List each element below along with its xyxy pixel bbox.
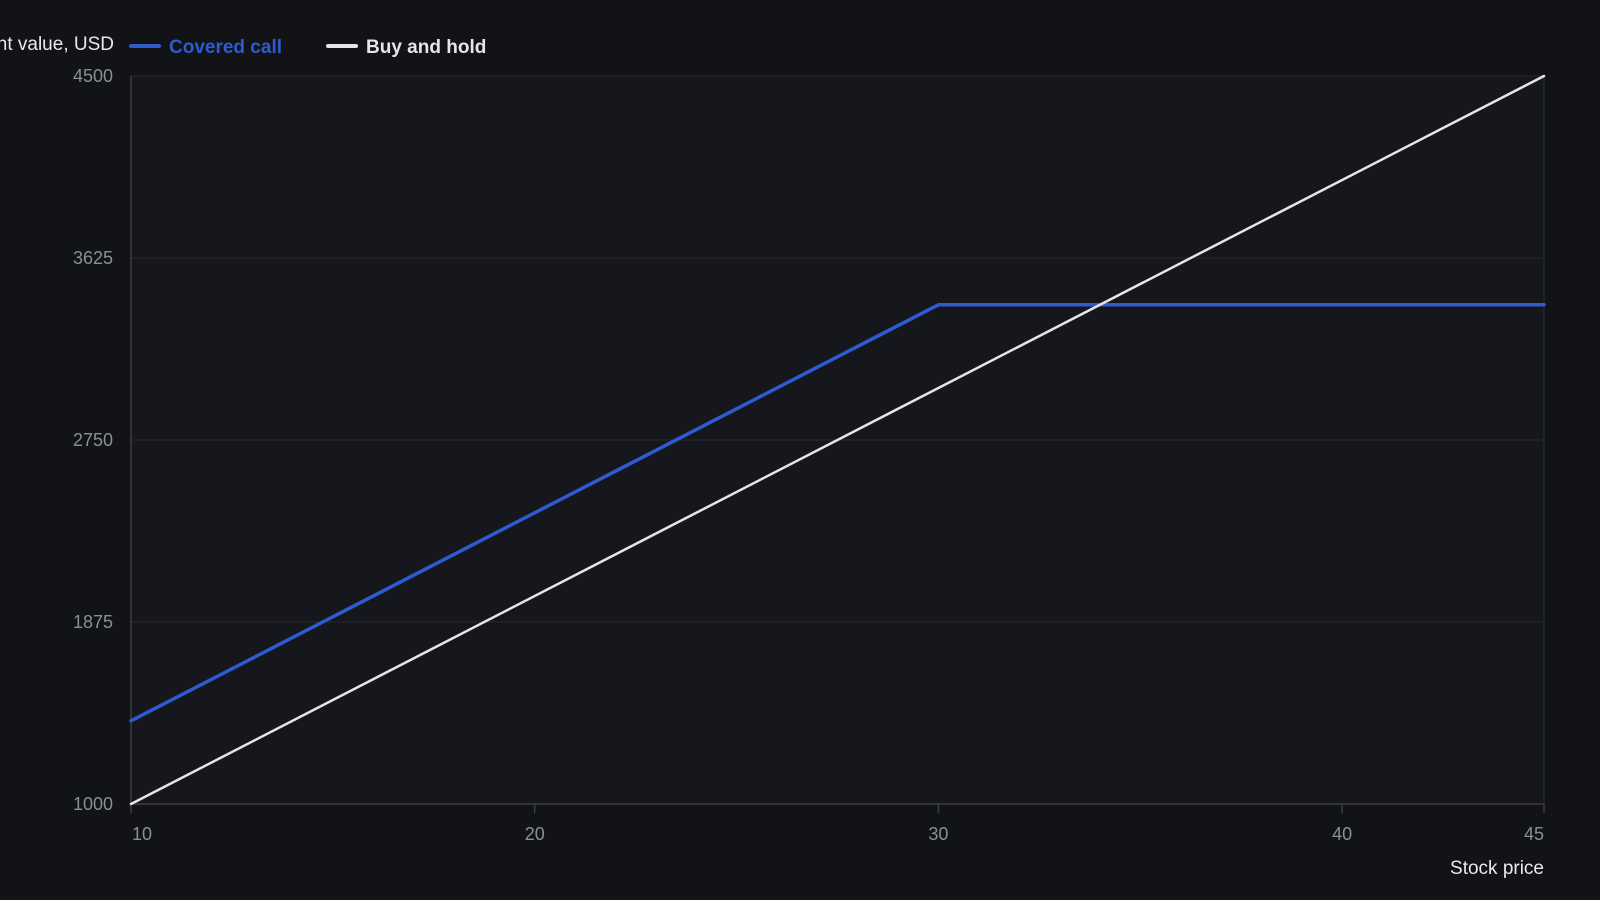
x-tick-label: 40: [1332, 824, 1352, 844]
y-tick-label: 4500: [73, 66, 113, 86]
series-line-covered-call: [129, 303, 1546, 723]
x-tick-label: 30: [928, 824, 948, 844]
y-tick-label: 3625: [73, 248, 113, 268]
x-tick-label: 20: [525, 824, 545, 844]
legend: Covered call Buy and hold: [129, 37, 486, 58]
legend-label-buy-and-hold: Buy and hold: [366, 37, 486, 58]
series-line-buy-and-hold: [129, 74, 1546, 806]
axes: 1000 1875 2750 3625 4500 10 20 30 40 45 Stock pric…: [0, 34, 1545, 879]
y-tick-label: 1875: [73, 612, 113, 632]
x-axis-title: Stock price: [1450, 858, 1544, 879]
y-tick-label: 2750: [73, 430, 113, 450]
y-axis-title: Investment value, USD: [0, 34, 114, 55]
y-tick-label: 1000: [73, 794, 113, 814]
series-lines: [129, 74, 1546, 806]
x-tick-label: 10: [132, 824, 152, 844]
x-tick-label: 45: [1524, 824, 1544, 844]
legend-label-covered-call: Covered call: [169, 37, 282, 58]
